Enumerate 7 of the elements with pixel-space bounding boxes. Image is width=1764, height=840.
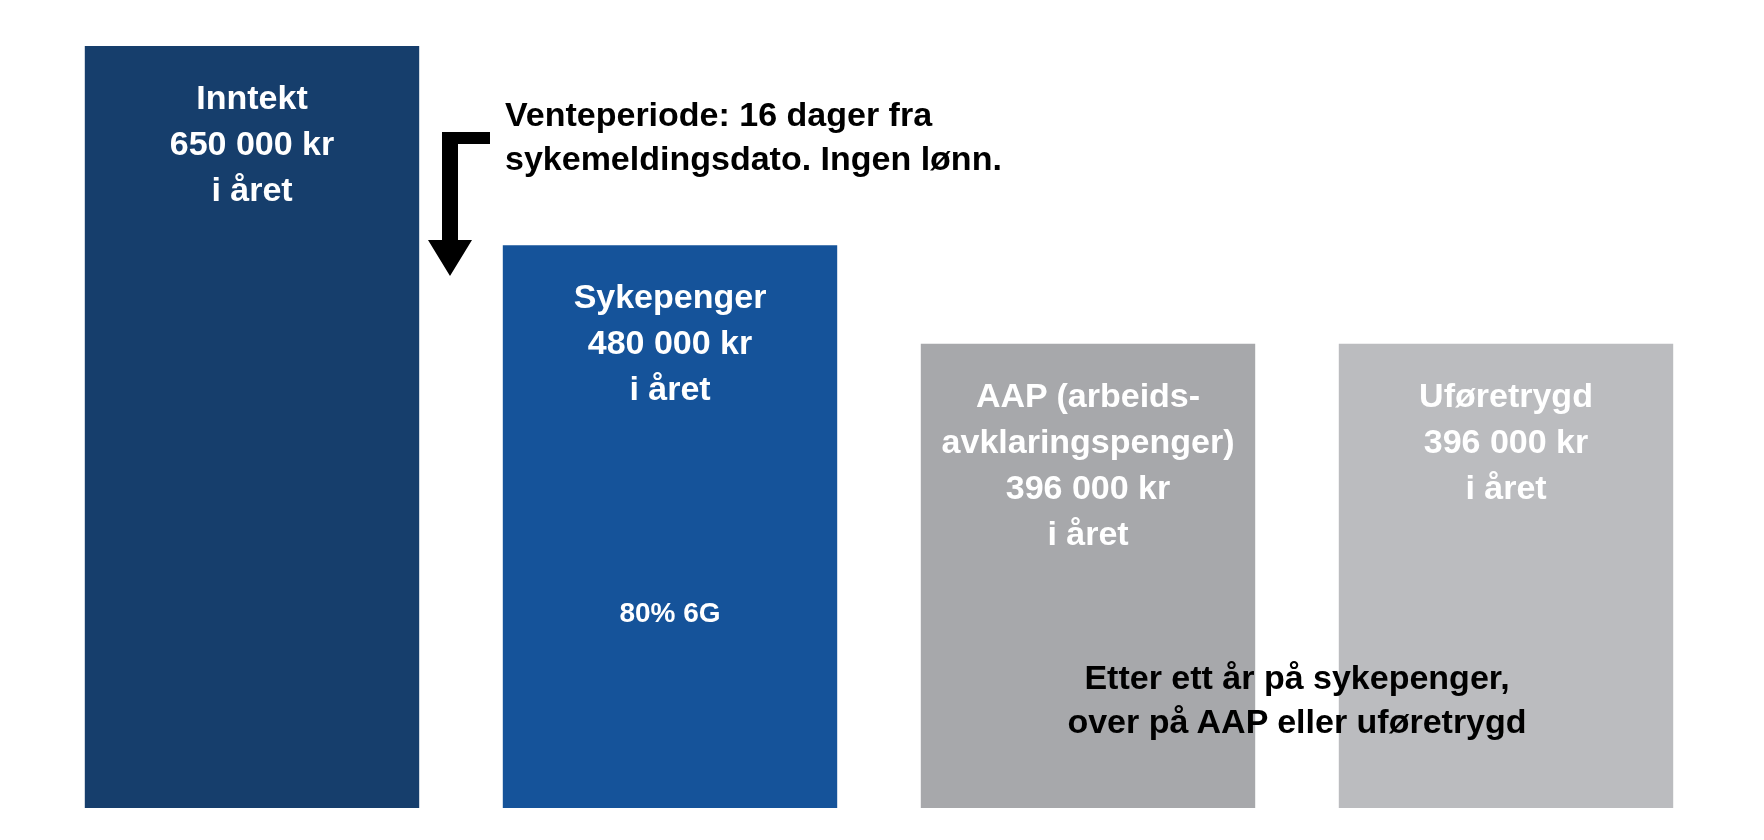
- annotation: 80% 6G: [619, 596, 721, 628]
- annotation: Etter ett år på sykepenger, over på AAP eller uføretrygd: [1067, 658, 1527, 740]
- data-label: Sykepenger 480 000 kr i året: [573, 277, 767, 408]
- data-label: Uføretrygd 396 000 kr i året: [1419, 375, 1593, 506]
- annotation: Venteperiode: 16 dager fra sykemeldingsdato. Ingen lønn.: [505, 95, 1002, 177]
- data-label: AAP (arbeids- avklaringspenger) 396 000 kr i året: [941, 375, 1235, 552]
- data-label: Inntekt 650 000 kr i året: [169, 78, 335, 208]
